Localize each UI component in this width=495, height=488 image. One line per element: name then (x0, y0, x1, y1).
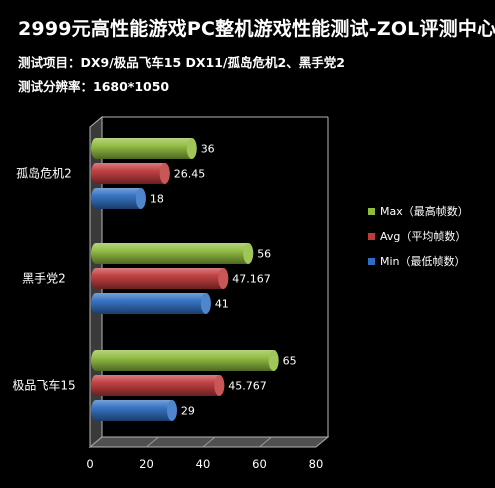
bar (91, 293, 211, 314)
bar (91, 350, 279, 371)
data-label: 41 (215, 298, 229, 311)
bar-cap (159, 163, 170, 184)
data-label: 45.767 (228, 380, 267, 393)
legend-label: Max（最高帧数） (380, 204, 469, 218)
bar-body (91, 163, 170, 184)
bar-body (91, 243, 254, 264)
x-tick-label: 80 (309, 457, 324, 471)
bar-cap (186, 138, 197, 159)
floor-gridline (202, 436, 216, 448)
x-tick-label: 60 (252, 457, 267, 471)
axis-ticks: 0 20 40 60 80 (86, 457, 323, 471)
data-label: 26.45 (174, 168, 206, 181)
data-label: 36 (201, 143, 215, 156)
data-label: 29 (181, 405, 195, 418)
category-labels: 孤岛危机2 黑手党2 极品飞车15 (12, 166, 75, 393)
bar (91, 188, 146, 209)
bar (91, 400, 177, 421)
bar (91, 138, 197, 159)
legend-swatch (368, 208, 375, 215)
bar (91, 375, 225, 396)
data-label: 18 (150, 193, 164, 206)
bar (91, 243, 254, 264)
floor-gridline (146, 436, 159, 448)
floor-gridline (315, 436, 329, 448)
data-label: 56 (257, 248, 271, 261)
x-tick-label: 0 (86, 457, 93, 471)
bar-cap (214, 375, 225, 396)
resolution-subtitle: 测试分辨率：1680*1050 (18, 79, 170, 94)
bar-body (91, 138, 197, 159)
bar-cap (243, 243, 254, 264)
legend-swatch (368, 258, 375, 265)
bar-body (91, 375, 225, 396)
bar-cap (135, 188, 146, 209)
bar-cap (218, 268, 229, 289)
bar-body (91, 293, 211, 314)
bar-body (91, 350, 279, 371)
floor-gridline (259, 436, 272, 448)
legend-label: Avg（平均帧数） (380, 229, 466, 243)
x-tick-label: 40 (196, 457, 211, 471)
bar-cap (166, 400, 177, 421)
bar-cap (268, 350, 279, 371)
category-label: 极品飞车15 (12, 378, 75, 393)
x-tick-label: 20 (139, 457, 154, 471)
test-items-subtitle: 测试项目：DX9/极品飞车15 DX11/孤岛危机2、黑手党2 (18, 55, 345, 70)
bar-body (91, 400, 177, 421)
legend: Max（最高帧数） Avg（平均帧数） Min（最低帧数） (368, 204, 469, 268)
bar-cap (200, 293, 211, 314)
bar (91, 163, 170, 184)
category-label: 孤岛危机2 (16, 166, 72, 181)
data-label: 47.167 (232, 273, 270, 286)
category-label: 黑手党2 (22, 271, 66, 286)
chart-title: 2999元高性能游戏PC整机游戏性能测试-ZOL评测中心 (18, 18, 495, 40)
legend-swatch (368, 233, 375, 240)
bar-body (91, 188, 146, 209)
floor-gridline (89, 436, 103, 448)
legend-label: Min（最低帧数） (380, 254, 466, 268)
bar (91, 268, 229, 289)
bar-body (91, 268, 229, 289)
data-label: 65 (283, 355, 297, 368)
